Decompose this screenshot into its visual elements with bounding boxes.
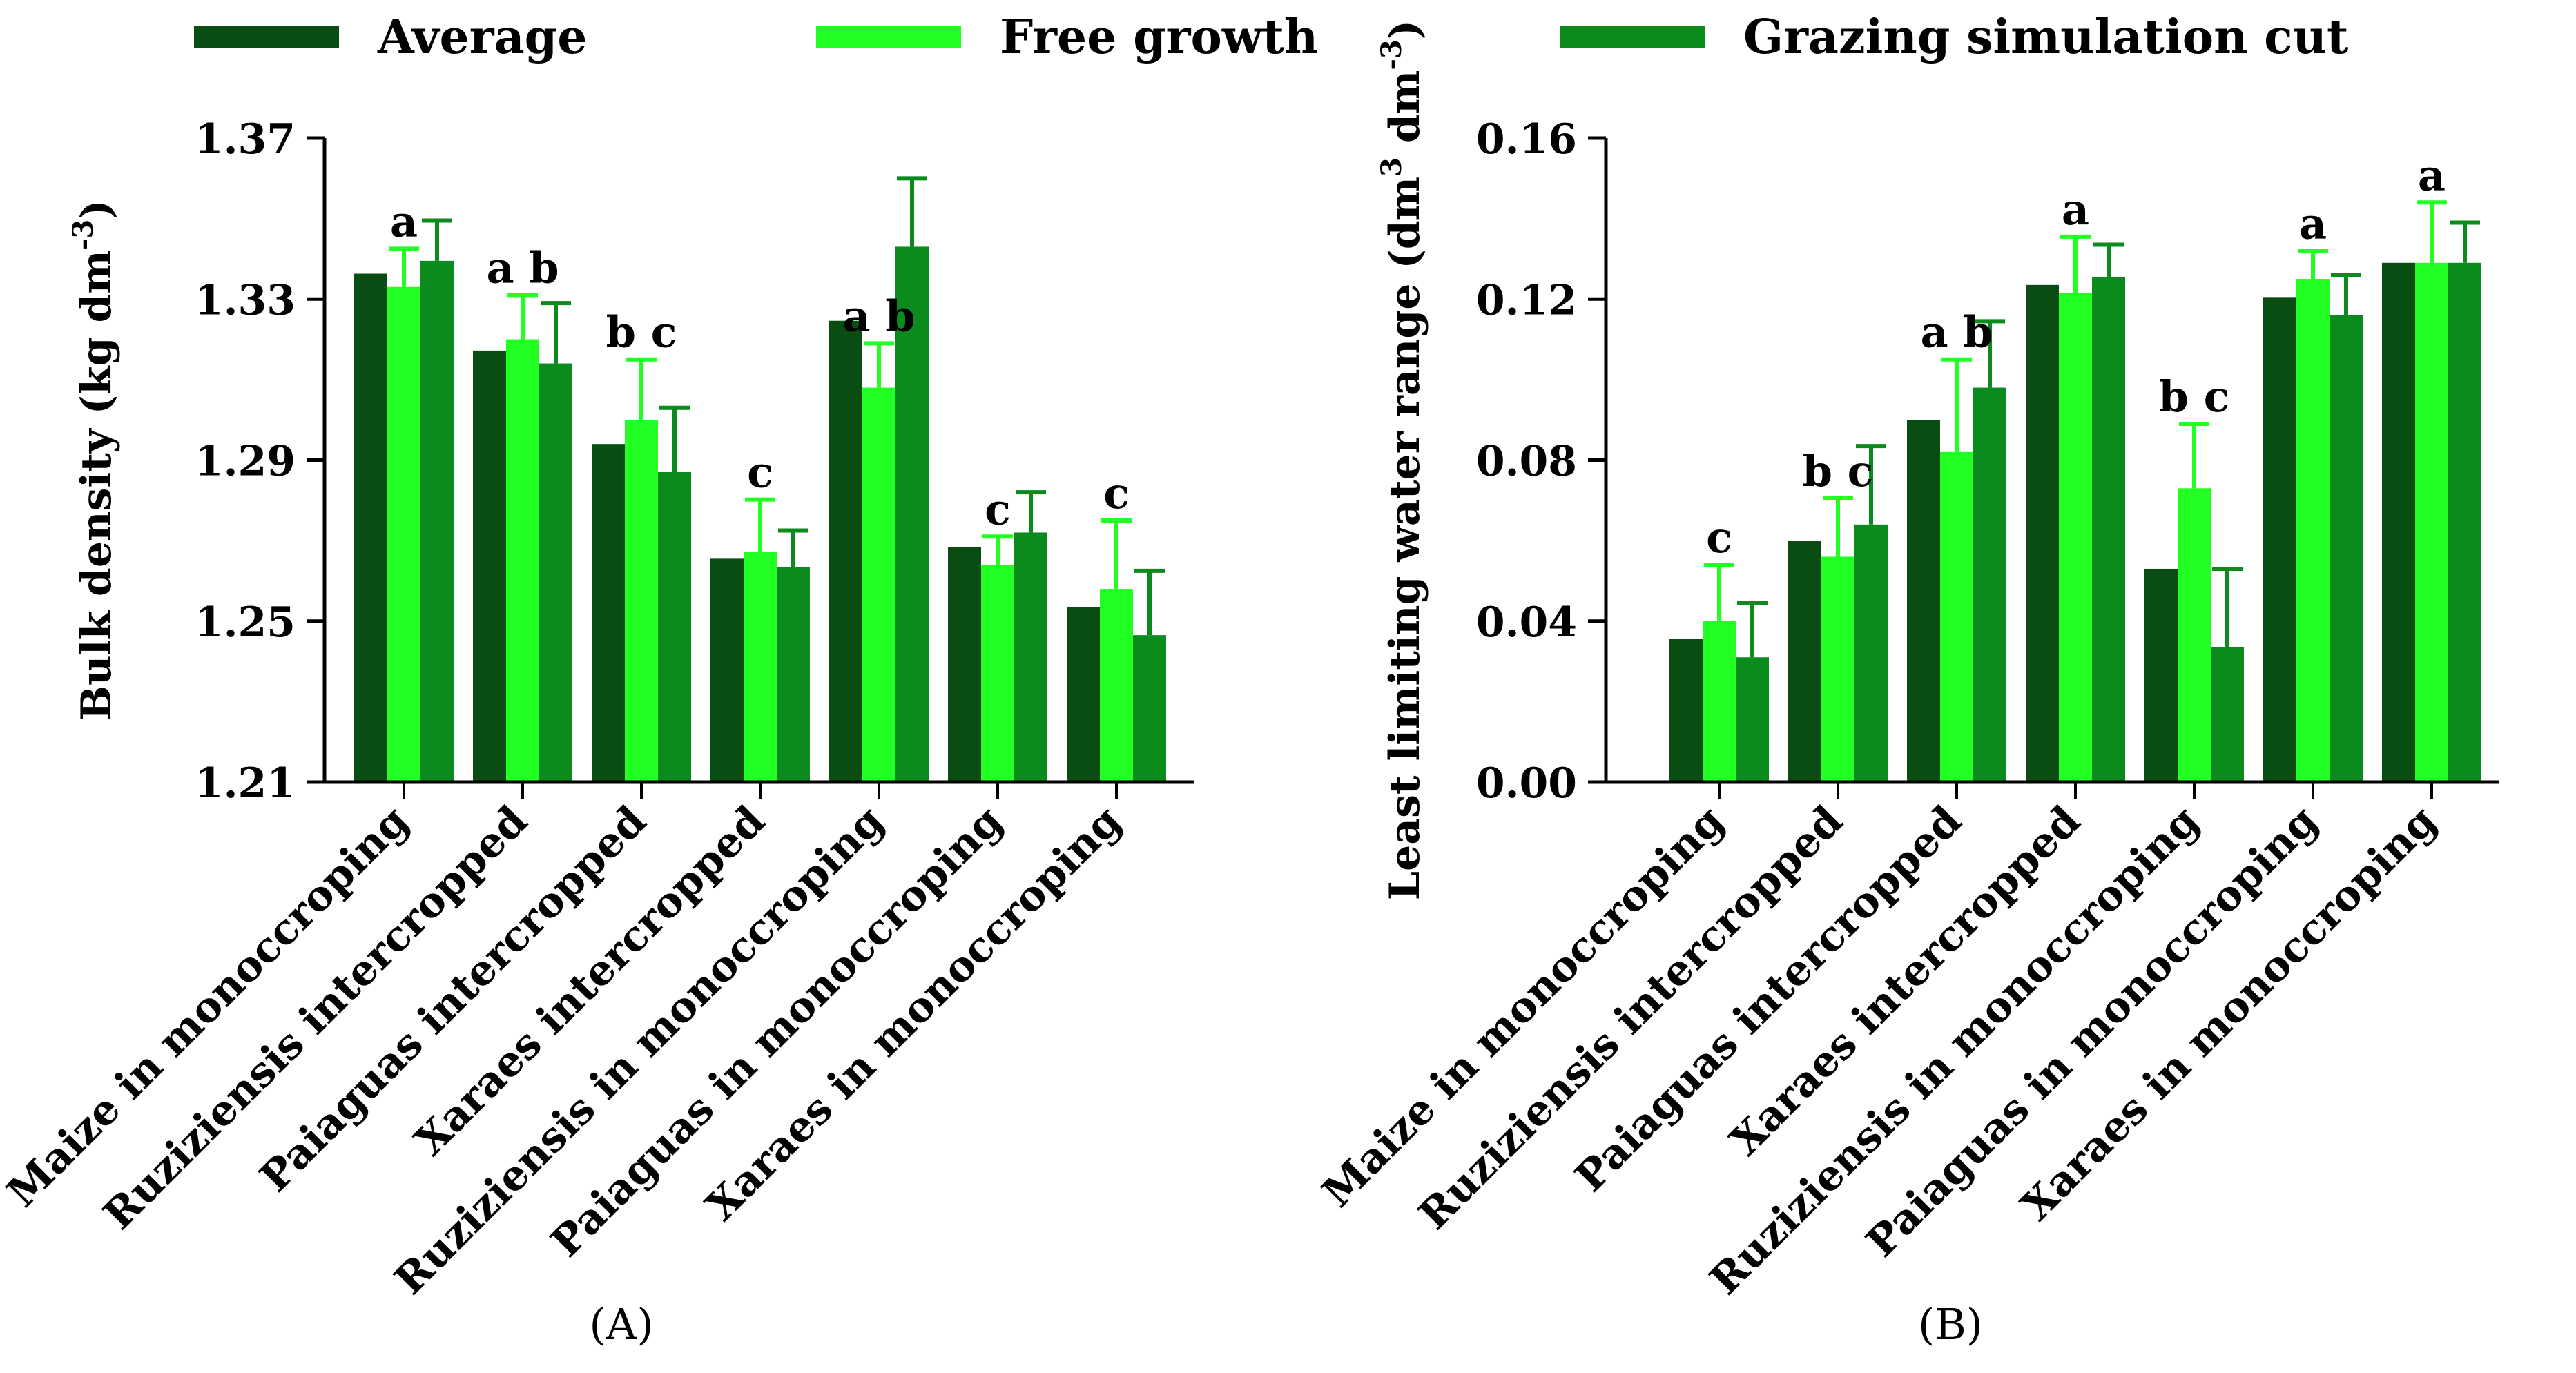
bar-a-average-5 <box>948 547 981 782</box>
bar-b-free-growth-3 <box>2059 293 2092 782</box>
annotation-b-0: c <box>1706 512 1732 563</box>
y-tick-label-b-2: 0.08 <box>1476 438 1577 486</box>
bar-a-grazing-0 <box>420 260 454 782</box>
bar-b-grazing-0 <box>1736 657 1769 782</box>
bar-a-average-4 <box>829 320 862 782</box>
panel-label-a: (A) <box>589 1299 653 1350</box>
bar-a-free-growth-6 <box>1100 589 1133 782</box>
x-label-a-1: Ruziziensis intercropped <box>95 797 537 1239</box>
bar-b-grazing-4 <box>2211 647 2244 782</box>
y-tick-label-b-3: 0.12 <box>1476 276 1577 324</box>
legend-item-free-growth: Free growth <box>816 10 1318 65</box>
bar-b-average-2 <box>1907 420 1940 782</box>
annotation-a-4: a b <box>842 291 915 341</box>
bar-b-average-1 <box>1788 541 1821 782</box>
bar-b-grazing-1 <box>1854 524 1888 782</box>
bar-b-average-3 <box>2026 284 2059 782</box>
bar-b-free-growth-6 <box>2415 262 2448 782</box>
bar-a-grazing-5 <box>1014 532 1047 782</box>
annotation-b-1: b c <box>1803 446 1874 496</box>
bar-a-free-growth-4 <box>862 387 895 782</box>
annotation-a-0: a <box>390 196 418 246</box>
bar-a-average-0 <box>354 273 387 782</box>
bar-b-grazing-5 <box>2330 315 2363 782</box>
y-tick-label-a-4: 1.37 <box>195 115 296 164</box>
bar-b-free-growth-1 <box>1821 556 1854 782</box>
bar-a-average-6 <box>1067 607 1100 782</box>
bar-a-grazing-1 <box>539 363 572 782</box>
x-label-b-1: Ruziziensis intercropped <box>1410 797 1852 1239</box>
bar-a-free-growth-5 <box>981 565 1014 782</box>
y-axis-title-b: Least limiting water range (dm3 dm-3) <box>1375 20 1429 900</box>
annotation-a-5: c <box>985 484 1011 534</box>
bar-b-grazing-3 <box>2092 277 2125 783</box>
y-tick-label-a-3: 1.33 <box>195 276 296 324</box>
bar-a-average-2 <box>592 444 625 782</box>
bar-b-average-0 <box>1669 639 1703 782</box>
bar-a-grazing-2 <box>658 471 691 782</box>
panel-label-b: (B) <box>1918 1299 1983 1350</box>
legend-label-average: Average <box>378 10 588 65</box>
bar-a-free-growth-3 <box>744 552 777 782</box>
legend-swatch-average <box>194 26 339 48</box>
y-tick-label-b-0: 0.00 <box>1476 759 1577 808</box>
y-tick-label-b-4: 0.16 <box>1476 115 1577 164</box>
y-axis-title-a: Bulk density (kg dm-3) <box>67 199 121 720</box>
bar-a-free-growth-1 <box>506 339 539 782</box>
legend-item-average: Average <box>194 10 587 65</box>
bar-b-average-4 <box>2144 568 2178 782</box>
annotation-b-5: a <box>2299 198 2327 249</box>
bar-a-grazing-6 <box>1133 635 1166 782</box>
legend: Average Free growth Grazing simulation c… <box>0 7 2576 69</box>
bar-a-average-1 <box>473 350 506 782</box>
bar-b-free-growth-4 <box>2178 488 2211 782</box>
annotation-b-4: b c <box>2159 371 2230 422</box>
y-tick-label-a-0: 1.21 <box>195 759 296 808</box>
legend-item-grazing: Grazing simulation cut <box>1560 10 2348 65</box>
bar-b-average-6 <box>2382 262 2415 782</box>
legend-swatch-grazing <box>1560 26 1705 48</box>
legend-label-free-growth: Free growth <box>1000 10 1319 65</box>
annotation-a-3: c <box>747 447 773 498</box>
bar-a-free-growth-2 <box>625 420 658 782</box>
bar-b-free-growth-0 <box>1703 621 1736 782</box>
legend-label-grazing: Grazing simulation cut <box>1743 10 2349 65</box>
annotation-b-2: a b <box>1920 307 1993 358</box>
legend-swatch-free-growth <box>816 26 961 48</box>
bar-b-free-growth-5 <box>2296 279 2330 782</box>
bar-b-grazing-6 <box>2448 262 2481 782</box>
bar-a-free-growth-0 <box>387 286 420 783</box>
y-tick-label-a-1: 1.25 <box>195 598 296 647</box>
y-tick-label-a-2: 1.29 <box>195 438 296 486</box>
bar-b-grazing-2 <box>1973 387 2006 782</box>
annotation-a-6: c <box>1103 468 1130 518</box>
annotation-a-2: b c <box>606 307 677 358</box>
y-tick-label-b-1: 0.04 <box>1476 598 1577 647</box>
annotation-a-1: a b <box>486 242 559 293</box>
annotation-b-3: a <box>2062 184 2089 235</box>
bar-b-free-growth-2 <box>1940 451 1973 782</box>
bar-a-average-3 <box>710 558 744 782</box>
bar-a-grazing-4 <box>895 246 929 783</box>
annotation-b-6: a <box>2418 150 2446 200</box>
bar-b-average-5 <box>2263 297 2296 783</box>
bar-a-grazing-3 <box>777 567 810 782</box>
